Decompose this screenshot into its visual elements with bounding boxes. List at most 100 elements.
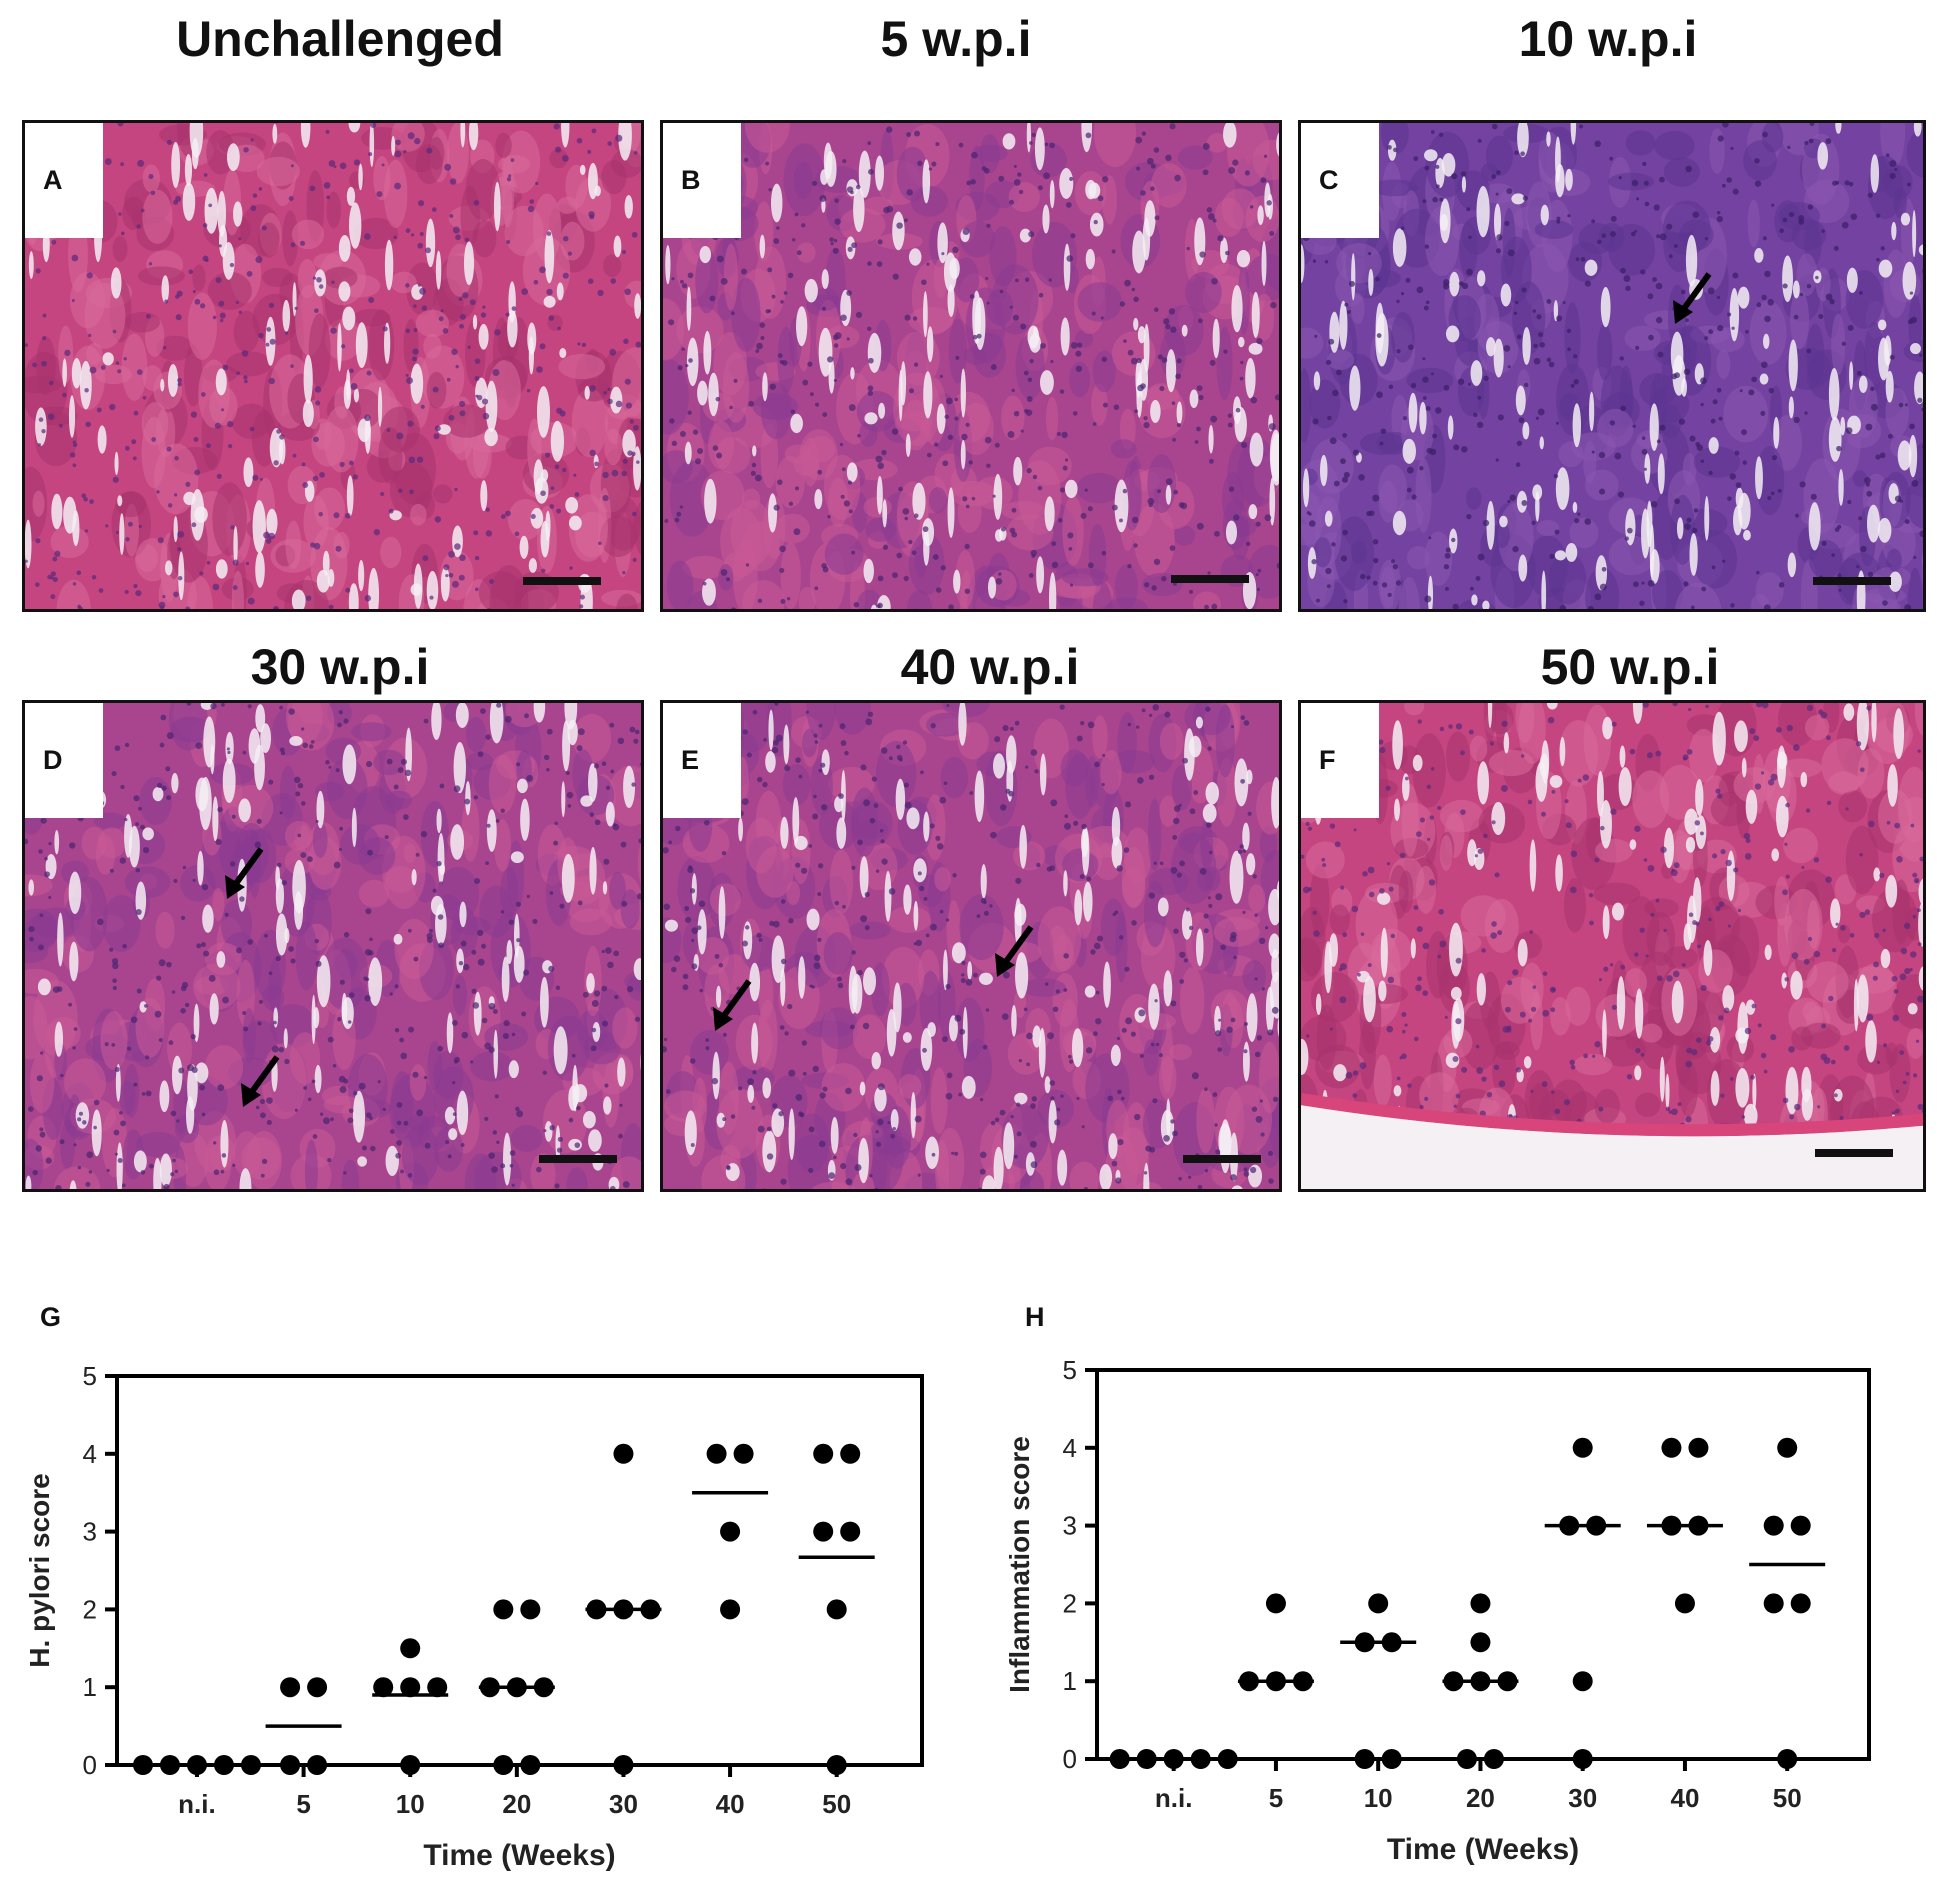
scale-bar (1183, 1155, 1261, 1163)
y-tick-label: 4 (83, 1439, 97, 1469)
x-tick-label: n.i. (1155, 1783, 1193, 1813)
data-point (1790, 1515, 1811, 1536)
data-point (400, 1755, 421, 1775)
data-point (1763, 1593, 1784, 1614)
plot-frame (115, 1374, 924, 1767)
data-point (400, 1677, 421, 1698)
data-point (1661, 1437, 1682, 1458)
data-point (520, 1755, 541, 1775)
y-tick-label: 5 (1063, 1355, 1077, 1385)
data-point (307, 1677, 328, 1698)
arrow-icon (241, 1055, 280, 1107)
panel-letter-box: B (663, 123, 741, 238)
y-tick-label: 2 (1063, 1588, 1077, 1618)
panel-title-e: 40 w.p.i (900, 639, 1080, 695)
tissue-texture (25, 123, 641, 609)
data-point (373, 1677, 394, 1698)
x-tick-label: 40 (716, 1789, 745, 1819)
panel-letter-c: C (1319, 165, 1339, 195)
data-point (1368, 1593, 1389, 1614)
data-point (1674, 1593, 1695, 1614)
data-point (720, 1521, 741, 1542)
panel-letter-box: C (1301, 123, 1379, 238)
panel-letter-box: E (663, 703, 741, 818)
panel-letter-box: F (1301, 703, 1379, 818)
arrow-icon (1673, 272, 1712, 324)
panel-title-d: 30 w.p.i (250, 639, 430, 695)
y-tick-label: 4 (1063, 1433, 1077, 1463)
data-point (1470, 1593, 1491, 1614)
y-tick-label: 3 (83, 1517, 97, 1547)
x-tick-label: n.i. (178, 1789, 216, 1819)
x-tick-label: 20 (502, 1789, 531, 1819)
data-point (840, 1521, 861, 1542)
data-point (1483, 1749, 1504, 1769)
tissue-texture (1301, 703, 1923, 1189)
panel-letter-b: B (681, 165, 701, 195)
tissue-texture (25, 703, 641, 1189)
micrograph-b: B (660, 120, 1282, 612)
y-tick-label: 1 (83, 1672, 97, 1702)
arrow-icon (713, 979, 752, 1031)
x-tick-label: 50 (822, 1789, 851, 1819)
data-point (1763, 1515, 1784, 1536)
data-point (826, 1599, 847, 1620)
panel-title-a: Unchallenged (176, 11, 504, 67)
y-tick-label: 0 (1063, 1744, 1077, 1774)
y-axis-label: H. pylori score (24, 1473, 55, 1668)
data-point (813, 1443, 834, 1464)
data-point (1109, 1749, 1130, 1769)
x-axis-label: Time (Weeks) (423, 1839, 615, 1872)
y-tick-label: 3 (1063, 1511, 1077, 1541)
data-point (1790, 1593, 1811, 1614)
panel-letter-a: A (43, 165, 63, 195)
panel-letter-f: F (1319, 745, 1336, 775)
scale-bar (1171, 575, 1249, 583)
x-tick-label: 30 (1568, 1783, 1597, 1813)
data-point (1572, 1671, 1593, 1692)
micrograph-c: C (1298, 120, 1926, 612)
tissue-texture (663, 123, 1279, 609)
data-point (840, 1443, 861, 1464)
data-point (1777, 1437, 1798, 1458)
plot-letter-g: G (40, 1302, 62, 1332)
data-point (1354, 1749, 1375, 1769)
panel-title-c: 10 w.p.i (1518, 11, 1698, 67)
micrograph-d: D (22, 700, 644, 1192)
data-point (1381, 1749, 1402, 1769)
data-point (706, 1443, 727, 1464)
data-point (1572, 1437, 1593, 1458)
data-point (733, 1443, 754, 1464)
x-tick-label: 50 (1773, 1783, 1802, 1813)
x-tick-label: 10 (1364, 1783, 1393, 1813)
x-tick-label: 5 (1269, 1783, 1283, 1813)
x-axis-label: Time (Weeks) (1387, 1833, 1579, 1866)
y-axis-label: Inflammation score (1004, 1436, 1035, 1693)
data-point (613, 1443, 634, 1464)
panel-title-f: 50 w.p.i (1540, 639, 1720, 695)
data-point (1470, 1632, 1491, 1653)
data-point (132, 1755, 153, 1775)
micrograph-e: E (660, 700, 1282, 1192)
x-tick-label: 20 (1466, 1783, 1495, 1813)
data-point (493, 1755, 514, 1775)
data-point (427, 1677, 448, 1698)
data-point (493, 1599, 514, 1620)
data-point (307, 1755, 328, 1775)
data-point (280, 1677, 301, 1698)
data-point (400, 1638, 421, 1659)
data-point (240, 1755, 261, 1775)
x-tick-label: 30 (609, 1789, 638, 1819)
h-pylori-score-chart: 0 1 2 3 4 5 n.i. 5 10 20 30 40 50 Time (Weeks) H. pylo… (24, 1361, 924, 1872)
scale-bar (1813, 577, 1891, 585)
plot-frame (1095, 1368, 1871, 1761)
data-point (1688, 1437, 1709, 1458)
data-point (1265, 1593, 1286, 1614)
panel-letter-box: D (25, 703, 103, 818)
tissue-texture (1301, 123, 1923, 609)
data-point (280, 1755, 301, 1775)
data-point (720, 1599, 741, 1620)
x-tick-label: 10 (396, 1789, 425, 1819)
y-tick-label: 1 (1063, 1666, 1077, 1696)
data-point (1217, 1749, 1238, 1769)
